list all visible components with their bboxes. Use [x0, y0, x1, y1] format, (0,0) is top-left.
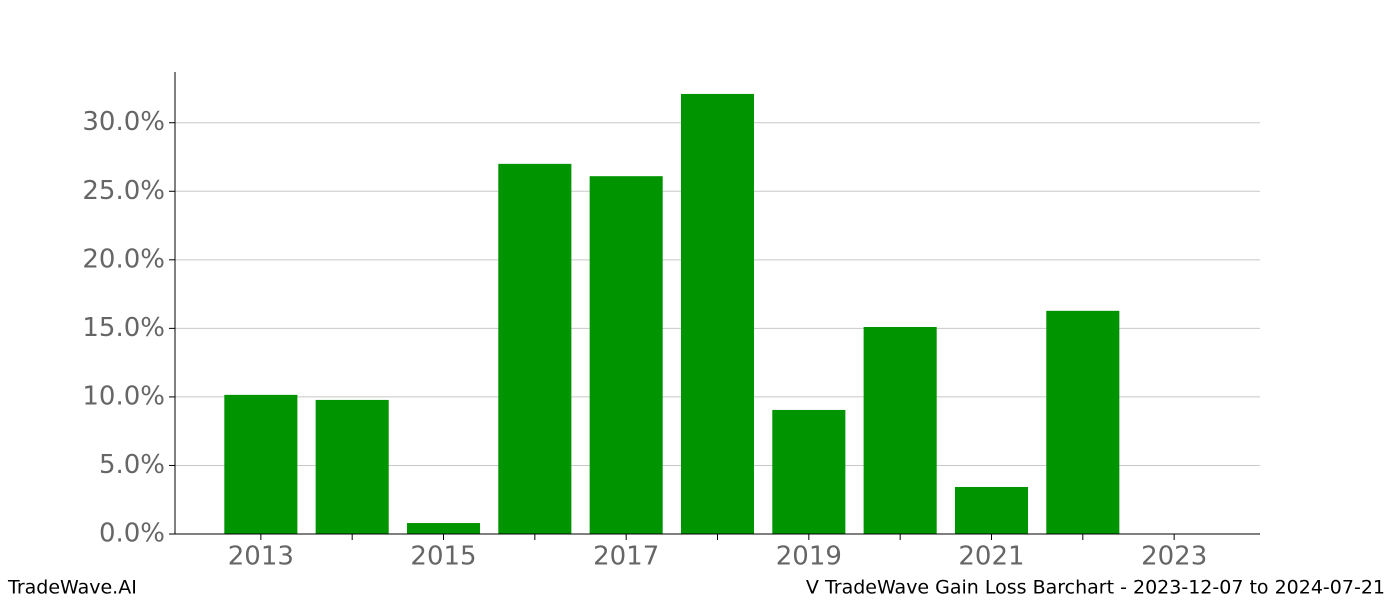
y-tick-label: 0.0% [99, 519, 165, 549]
x-tick-label: 2017 [593, 542, 659, 572]
y-tick-label: 25.0% [82, 176, 165, 206]
y-tick-label: 30.0% [82, 107, 165, 137]
y-tick-label: 15.0% [82, 313, 165, 343]
chart-title: V TradeWave Gain Loss Barchart - 2023-12… [806, 577, 1385, 599]
y-tick-label: 5.0% [99, 450, 165, 480]
bar [589, 176, 663, 534]
x-tick-label: 2013 [228, 542, 294, 572]
x-tick-label: 2015 [410, 542, 476, 572]
bar [498, 163, 572, 535]
y-tick-label: 20.0% [82, 244, 165, 274]
bar [680, 93, 755, 534]
x-tick-label: 2021 [958, 542, 1024, 572]
bar [315, 399, 389, 534]
watermark: TradeWave.AI [7, 577, 137, 599]
bar [224, 394, 298, 534]
bar [954, 486, 1029, 534]
y-tick-label: 10.0% [82, 381, 165, 411]
bar [1046, 310, 1120, 534]
bar [863, 326, 937, 534]
x-tick-label: 2019 [776, 542, 842, 572]
bar [772, 409, 846, 534]
bar [406, 523, 481, 534]
x-tick-label: 2023 [1141, 542, 1207, 572]
